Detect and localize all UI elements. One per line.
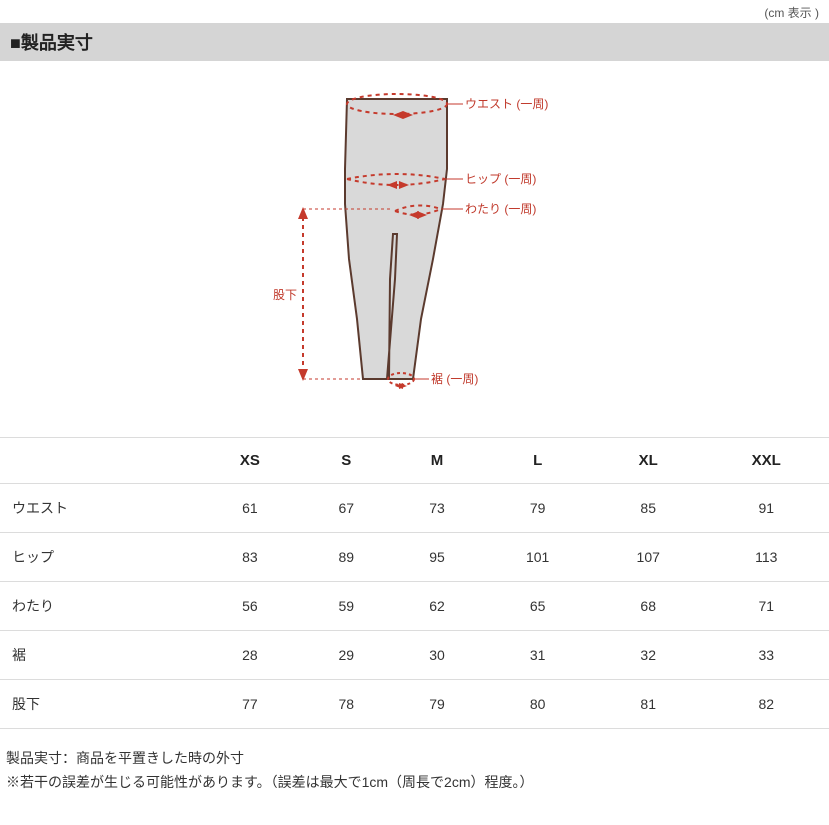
cell: 83 — [199, 533, 301, 582]
cell: 29 — [301, 631, 392, 680]
row-label-waist: ウエスト — [0, 484, 199, 533]
cell: 95 — [392, 533, 483, 582]
inseam-label: 股下 — [273, 288, 297, 302]
size-table-body: ウエスト 61 67 73 79 85 91 ヒップ 83 89 95 101 … — [0, 484, 829, 729]
cell: 68 — [593, 582, 704, 631]
table-row: わたり 56 59 62 65 68 71 — [0, 582, 829, 631]
cell: 73 — [392, 484, 483, 533]
cell: 82 — [704, 680, 829, 729]
cell: 62 — [392, 582, 483, 631]
cell: 59 — [301, 582, 392, 631]
cell: 85 — [593, 484, 704, 533]
cell: 31 — [482, 631, 593, 680]
cell: 61 — [199, 484, 301, 533]
section-title: ■製品実寸 — [0, 23, 829, 61]
cell: 89 — [301, 533, 392, 582]
cell: 113 — [704, 533, 829, 582]
cell: 77 — [199, 680, 301, 729]
row-label-hip: ヒップ — [0, 533, 199, 582]
pants-diagram: ウエスト (一周) ヒップ (一周) わたり (一周) 裾 (一周) — [265, 79, 565, 409]
table-row: ウエスト 61 67 73 79 85 91 — [0, 484, 829, 533]
size-col-xs: XS — [199, 438, 301, 484]
pants-outline — [345, 99, 447, 379]
cell: 107 — [593, 533, 704, 582]
table-row: ヒップ 83 89 95 101 107 113 — [0, 533, 829, 582]
cell: 91 — [704, 484, 829, 533]
hip-label: ヒップ (一周) — [465, 172, 536, 186]
cell: 101 — [482, 533, 593, 582]
thigh-label: わたり (一周) — [465, 202, 536, 216]
size-chart-panel: (cm 表示 ) ■製品実寸 ウエスト (一周) ヒップ (一周) — [0, 0, 829, 825]
cell: 65 — [482, 582, 593, 631]
unit-label: (cm 表示 ) — [0, 0, 829, 23]
cell: 67 — [301, 484, 392, 533]
size-col-s: S — [301, 438, 392, 484]
cell: 33 — [704, 631, 829, 680]
cell: 32 — [593, 631, 704, 680]
cell: 56 — [199, 582, 301, 631]
size-col-xxl: XXL — [704, 438, 829, 484]
cell: 28 — [199, 631, 301, 680]
notes: 製品実寸：商品を平置きした時の外寸 ※若干の誤差が生じる可能性があります。（誤差… — [0, 729, 829, 825]
waist-label: ウエスト (一周) — [465, 97, 548, 111]
cell: 79 — [482, 484, 593, 533]
size-header-row: XS S M L XL XXL — [0, 438, 829, 484]
cell: 30 — [392, 631, 483, 680]
cell: 79 — [392, 680, 483, 729]
table-row: 股下 77 78 79 80 81 82 — [0, 680, 829, 729]
cell: 71 — [704, 582, 829, 631]
cell: 78 — [301, 680, 392, 729]
cell: 81 — [593, 680, 704, 729]
pants-diagram-container: ウエスト (一周) ヒップ (一周) わたり (一周) 裾 (一周) — [0, 61, 829, 437]
size-col-xl: XL — [593, 438, 704, 484]
size-table: XS S M L XL XXL ウエスト 61 67 73 79 85 91 ヒ… — [0, 437, 829, 729]
size-col-m: M — [392, 438, 483, 484]
table-row: 裾 28 29 30 31 32 33 — [0, 631, 829, 680]
size-table-header: XS S M L XL XXL — [0, 438, 829, 484]
hem-label: 裾 (一周) — [431, 371, 478, 386]
size-col-l: L — [482, 438, 593, 484]
note-line-2: ※若干の誤差が生じる可能性があります。（誤差は最大で1cm（周長で2cm）程度。… — [6, 771, 823, 795]
row-label-thigh: わたり — [0, 582, 199, 631]
row-label-inseam: 股下 — [0, 680, 199, 729]
cell: 80 — [482, 680, 593, 729]
row-label-hem: 裾 — [0, 631, 199, 680]
note-line-1: 製品実寸：商品を平置きした時の外寸 — [6, 747, 823, 771]
size-header-blank — [0, 438, 199, 484]
